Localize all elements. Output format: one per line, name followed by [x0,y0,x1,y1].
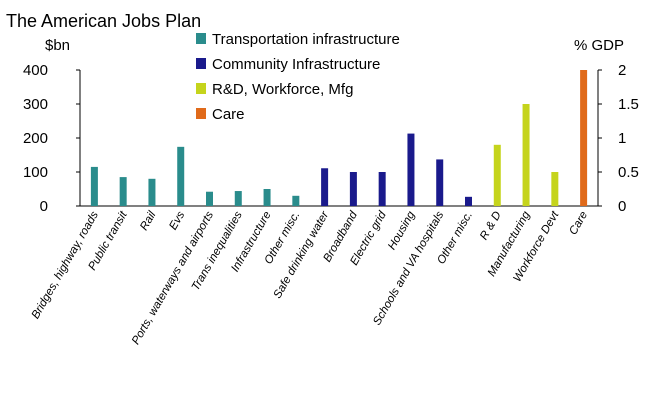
right-tick-label: 1 [618,130,626,147]
legend-swatch [196,108,206,119]
bar-1-12 [436,159,444,206]
bar-1-11 [407,133,415,206]
bar-1-10 [378,172,386,206]
bar-0-7 [292,195,300,206]
legend-swatch [196,83,206,94]
legend-swatch [196,58,206,69]
bars [90,70,588,206]
left-tick-label: 100 [23,164,48,181]
left-tick-label: 0 [40,198,48,215]
right-axis-unit: % GDP [574,37,624,54]
bar-2-14 [493,144,501,206]
right-tick-label: 1.5 [618,96,639,113]
left-tick-label: 200 [23,130,48,147]
bar-1-9 [349,172,357,206]
right-tick-label: 0 [618,198,626,215]
category-label: Rail [138,209,159,233]
bar-0-0 [90,166,98,206]
bar-0-5 [234,191,242,206]
legend-label: Community Infrastructure [212,56,380,73]
right-tick-label: 2 [618,62,626,79]
bar-2-16 [551,172,559,206]
bar-1-13 [465,196,472,206]
bar-2-15 [522,104,530,206]
legend-swatch [196,33,206,44]
right-tick-label: 0.5 [618,164,639,181]
legend: Transportation infrastructure Community I… [196,31,400,123]
category-label: Evs [167,209,187,232]
left-tick-label: 400 [23,62,48,79]
legend-label: Care [212,106,245,123]
left-tick-label: 300 [23,96,48,113]
legend-label: Transportation infrastructure [212,31,400,48]
category-label: R & D [478,210,504,243]
bar-0-4 [206,191,213,206]
legend-label: R&D, Workforce, Mfg [212,81,353,98]
bar-1-8 [321,168,329,206]
bar-3-17 [580,70,588,206]
bar-0-6 [263,189,271,206]
category-label: Care [567,210,590,238]
category-label: Housing [386,209,418,252]
bar-0-2 [148,178,156,206]
chart-title: The American Jobs Plan [6,11,201,31]
bar-0-3 [177,146,185,206]
bar-0-1 [119,177,127,206]
axes: 0 100 200 300 400 0 0.5 1 1.5 2 [23,62,639,215]
left-axis-unit: $bn [45,37,70,54]
